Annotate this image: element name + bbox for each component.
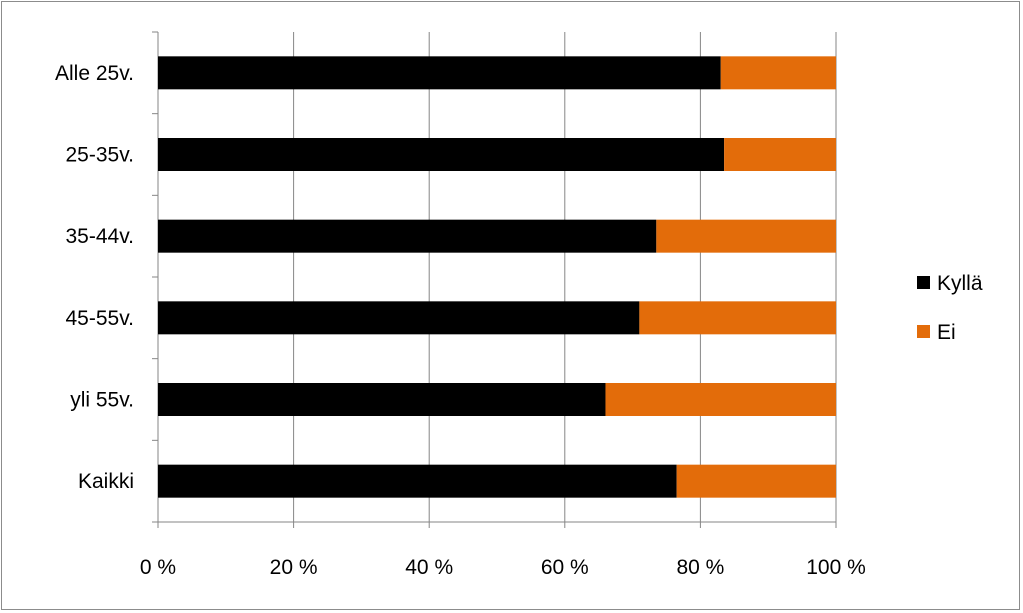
- bar-ei-3: [639, 301, 836, 335]
- axes: [152, 31, 837, 528]
- bar-ei-0: [720, 56, 836, 90]
- bar-kyll--5: [158, 464, 677, 498]
- bar-kyll--0: [158, 56, 721, 90]
- bar-kyll--3: [158, 301, 640, 335]
- x-tick-label: 40 %: [405, 556, 453, 579]
- x-tick-label: 80 %: [676, 556, 724, 579]
- legend-label-1: Ei: [937, 321, 956, 344]
- bar-kyll--4: [158, 383, 606, 416]
- legend-swatch-1: [917, 325, 930, 338]
- bar-ei-1: [724, 138, 836, 171]
- x-tick-label: 20 %: [270, 556, 318, 579]
- legend-swatch-0: [917, 276, 930, 289]
- category-labels: Alle 25v. 25-35v. 35-44v. 45-55v. yli 55v. Ka…: [55, 62, 134, 493]
- bar-ei-2: [656, 219, 836, 253]
- category-label: Alle 25v.: [55, 62, 134, 85]
- bar-ei-5: [676, 464, 836, 498]
- category-label: yli 55v.: [70, 389, 134, 412]
- x-tick-label: 0 %: [140, 556, 176, 579]
- x-tick-labels: 0 % 20 % 40 % 60 % 80 % 100 %: [140, 556, 866, 579]
- category-label: Kaikki: [78, 470, 134, 493]
- legend: Kyllä Ei: [917, 272, 983, 344]
- bar-kyll--1: [158, 138, 725, 171]
- category-label: 45-55v.: [66, 307, 135, 330]
- bar-ei-4: [605, 383, 836, 416]
- bars: [158, 56, 836, 498]
- category-label: 25-35v.: [66, 144, 135, 167]
- legend-label-0: Kyllä: [937, 272, 983, 295]
- x-tick-label: 100 %: [806, 556, 866, 579]
- gridlines: [293, 32, 837, 522]
- category-label: 35-44v.: [66, 225, 135, 248]
- bar-kyll--2: [158, 219, 657, 253]
- x-tick-label: 60 %: [541, 556, 589, 579]
